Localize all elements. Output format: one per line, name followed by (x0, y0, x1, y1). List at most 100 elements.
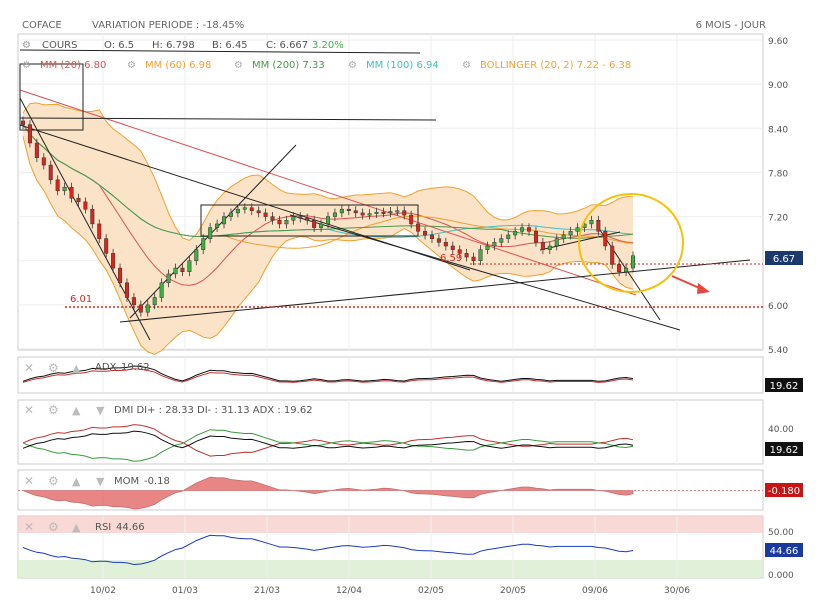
up-arrow-icon[interactable]: ▲ (72, 404, 81, 417)
candles (21, 116, 635, 317)
candle-body (62, 186, 67, 192)
candle-body (215, 223, 220, 228)
candle-body (305, 217, 310, 221)
candle-body (111, 253, 116, 269)
legend-change: 3.20% (312, 40, 344, 51)
dmi-adx-line (22, 430, 634, 449)
gear-icon[interactable]: ⚙ (22, 60, 31, 71)
gear-icon[interactable]: ⚙ (234, 60, 243, 71)
candle-body (208, 227, 213, 239)
legend-open: O: 6.5 (104, 40, 134, 51)
up-arrow-icon[interactable]: ▲ (72, 475, 81, 488)
candle-body (145, 304, 150, 313)
support-price-label: 6.01 (70, 294, 92, 305)
gear-icon[interactable]: ⚙ (48, 520, 59, 534)
candle-body (533, 231, 538, 243)
dmi-tick: 40.00 (768, 425, 794, 435)
gear-icon[interactable]: ⚙ (48, 474, 59, 488)
candle-body (506, 234, 511, 239)
y-tick-label: 6.00 (768, 302, 788, 312)
candle-body (471, 256, 476, 261)
candle-body (48, 164, 53, 181)
candle-body (298, 216, 303, 219)
y-tick-label: 7.20 (768, 214, 788, 224)
close-icon[interactable]: ✕ (24, 403, 34, 417)
x-axis-ticks: 10/02 01/03 21/03 12/04 02/05 20/05 09/06 30/06 (90, 586, 690, 596)
candle-body (388, 211, 393, 214)
momentum-area (22, 476, 634, 510)
candle-body (520, 227, 525, 232)
adx-badge (765, 378, 803, 392)
candle-body (631, 255, 635, 269)
last-price-badge (765, 251, 803, 265)
candle-body (326, 216, 330, 225)
candle-body (360, 212, 365, 216)
bollinger-fill (23, 102, 633, 355)
legend-low: B: 6.45 (212, 40, 248, 51)
candle-body (34, 142, 39, 158)
gear-icon[interactable]: ⚙ (348, 60, 357, 71)
x-tick-label: 01/03 (172, 586, 198, 596)
trendline (119, 259, 751, 323)
candle-body (55, 179, 60, 192)
rsi-label: RSI (95, 522, 111, 533)
candle-body (464, 253, 469, 258)
candle-body (263, 212, 268, 217)
dmi-plus-line (22, 429, 634, 462)
arrow-head (697, 283, 710, 294)
gear-icon[interactable]: ⚙ (127, 60, 136, 71)
candle-body (152, 297, 157, 306)
candle-body (222, 216, 227, 225)
candle-body (527, 227, 532, 232)
mom-label: MOM (114, 476, 139, 487)
ticker-label: COFACE (22, 20, 62, 31)
y-tick-label: 9.60 (768, 37, 788, 47)
dmi-label: DMI DI+ : 28.33 DI- : 31.13 ADX : 19.62 (114, 405, 313, 416)
candle-body (312, 220, 317, 228)
adx-line (22, 365, 634, 382)
candle-body (180, 267, 185, 273)
candle-body (416, 223, 421, 232)
candle-body (166, 273, 171, 284)
rsi-oversold-zone (18, 560, 763, 578)
down-arrow-icon[interactable]: ▼ (96, 404, 105, 417)
gear-icon[interactable]: ⚙ (462, 60, 471, 71)
grid (18, 34, 763, 578)
gear-icon[interactable]: ⚙ (48, 403, 59, 417)
rsi-badge (765, 543, 803, 557)
mm200-line (22, 124, 634, 239)
bollinger-lower (22, 136, 634, 355)
legend-indicator-label: MM (20) 6.80 (40, 60, 106, 71)
candle-body (610, 245, 615, 265)
close-icon[interactable]: ✕ (24, 474, 34, 488)
gear-icon[interactable]: ⚙ (22, 40, 31, 51)
candle-body (83, 201, 88, 210)
trendline (19, 117, 437, 121)
candle-body (41, 157, 46, 166)
gear-icon[interactable]: ⚙ (48, 361, 59, 375)
dmi-minus-line (22, 424, 634, 457)
candle-body (249, 207, 254, 211)
legend-cours[interactable]: ⚙ COURS O: 6.5 H: 6.798 B: 6.45 C: 6.667… (22, 40, 344, 51)
bollinger-band (22, 102, 634, 355)
candle-body (173, 267, 178, 275)
up-arrow-icon[interactable]: ▲ (72, 521, 81, 534)
x-tick-label: 12/04 (336, 586, 362, 596)
candle-body (97, 223, 102, 239)
candle-body (270, 216, 275, 221)
close-icon[interactable]: ✕ (24, 520, 34, 534)
annotation-box (19, 63, 84, 131)
candle-body (90, 208, 95, 225)
mom-badge-value: -0.180 (768, 486, 800, 497)
candle-body (374, 211, 379, 214)
pivot-price-label: 6.59 (440, 253, 462, 264)
candle-body (540, 242, 545, 250)
up-arrow-icon[interactable]: ▲ (72, 362, 81, 375)
candle-body (596, 220, 601, 232)
candle-body (429, 234, 434, 239)
legend-indicator-label: MM (60) 6.98 (145, 60, 211, 71)
close-icon[interactable]: ✕ (24, 361, 34, 375)
down-arrow-icon[interactable]: ▼ (96, 475, 105, 488)
x-tick-label: 30/06 (664, 586, 690, 596)
candle-body (547, 245, 552, 250)
